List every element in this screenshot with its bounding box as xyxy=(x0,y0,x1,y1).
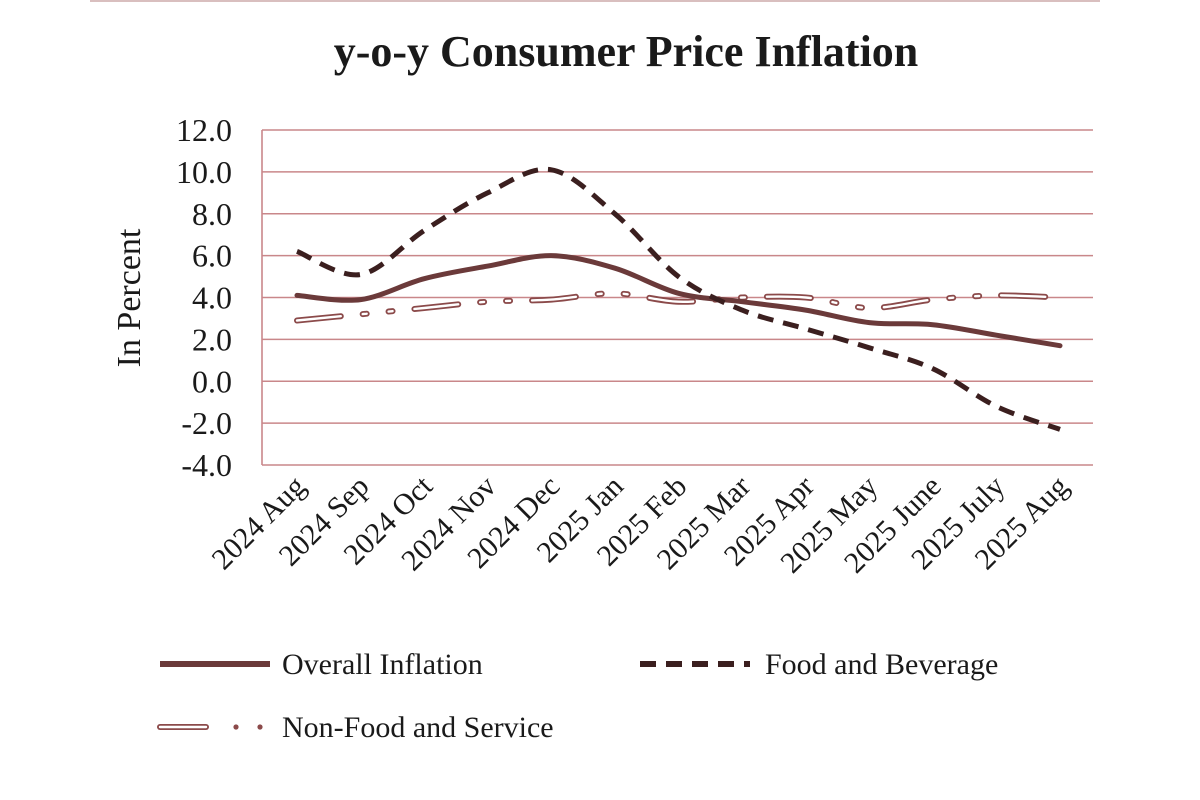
y-axis-label: In Percent xyxy=(111,228,148,367)
gridlines xyxy=(261,129,1093,466)
legend-label-overall-inflation: Overall Inflation xyxy=(282,648,483,681)
y-tick-label: -2.0 xyxy=(181,405,232,441)
y-tick-label: 12.0 xyxy=(176,112,232,148)
series-line-overall-inflation xyxy=(294,253,1063,349)
series-lines xyxy=(294,166,1063,432)
legend: Overall Inflation Food and Beverage Non-Fo… xyxy=(157,648,998,744)
y-axis-ticks: -4.0 -2.0 0.0 2.0 4.0 6.0 8.0 10.0 12.0 xyxy=(176,112,232,483)
legend-swatch-dot xyxy=(257,724,263,730)
legend-label-food-and-beverage: Food and Beverage xyxy=(765,648,998,681)
y-tick-label: 2.0 xyxy=(192,321,232,357)
y-tick-label: 10.0 xyxy=(176,154,232,190)
top-border-line xyxy=(90,0,1100,2)
legend-label-non-food-and-service: Non-Food and Service xyxy=(282,711,554,744)
series-line-food-and-beverage xyxy=(295,166,1061,432)
series-line-non-food-and-service-inner xyxy=(295,292,1062,322)
chart-title: y-o-y Consumer Price Inflation xyxy=(334,27,919,76)
y-tick-label: 0.0 xyxy=(192,363,232,399)
y-tick-label: 4.0 xyxy=(192,280,232,316)
y-tick-label: 8.0 xyxy=(192,196,232,232)
y-tick-label: -4.0 xyxy=(181,447,232,483)
y-tick-label: 6.0 xyxy=(192,238,232,274)
legend-swatch-dot xyxy=(233,724,239,730)
